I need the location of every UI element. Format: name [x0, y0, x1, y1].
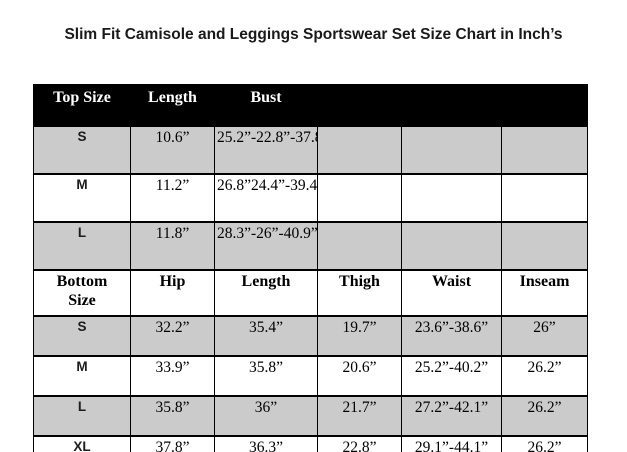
table-cell: 20.6”: [317, 355, 402, 397]
header-bottom-size: Bottom Size: [33, 269, 131, 317]
empty-cell: [501, 221, 588, 271]
size-label: M: [33, 173, 131, 223]
table-cell: 27.2”-42.1”: [401, 395, 502, 437]
table-cell: 26”: [501, 315, 588, 357]
table-cell: 37.8”: [130, 435, 215, 452]
page-title: Slim Fit Camisole and Leggings Sportswea…: [64, 26, 563, 43]
header-top-length: Length: [130, 84, 215, 127]
table-cell: 26.2”: [501, 435, 588, 452]
header-bottom-length: Length: [214, 269, 318, 317]
header-thigh: Thigh: [317, 269, 402, 317]
table-cell: 35.8”: [130, 395, 215, 437]
table-cell: 26.2”: [501, 395, 588, 437]
bottom-header-row: Bottom Size Hip Length Thigh Waist Insea…: [33, 269, 588, 317]
empty-cell: [317, 173, 402, 223]
empty-cell: [401, 125, 502, 175]
table-cell: 29.1”-44.1”: [401, 435, 502, 452]
bottom-row-s: S 32.2” 35.4” 19.7” 23.6”-38.6” 26”: [33, 315, 588, 357]
table-cell: 25.2”-22.8”-37.8”: [214, 125, 318, 175]
table-cell: 28.3”-26”-40.9”: [214, 221, 318, 271]
table-cell: 11.8”: [130, 221, 215, 271]
size-label: S: [33, 315, 131, 357]
empty-cell: [401, 173, 502, 223]
table-cell: 33.9”: [130, 355, 215, 397]
bottom-row-xl: XL 37.8” 36.3” 22.8” 29.1”-44.1” 26.2”: [33, 435, 588, 452]
table-cell: 11.2”: [130, 173, 215, 223]
table-cell: 26.8”24.4”-39.4”: [214, 173, 318, 223]
table-cell: 35.8”: [214, 355, 318, 397]
bottom-row-l: L 35.8” 36” 21.7” 27.2”-42.1” 26.2”: [33, 395, 588, 437]
header-empty-cell: [401, 84, 502, 127]
size-label: L: [33, 395, 131, 437]
header-top-size: Top Size: [33, 84, 131, 127]
header-waist: Waist: [401, 269, 502, 317]
table-cell: 36.3”: [214, 435, 318, 452]
table-cell: 36”: [214, 395, 318, 437]
table-cell: 26.2”: [501, 355, 588, 397]
header-bottom-size-label: Bottom Size: [56, 273, 108, 309]
header-empty-cell: [317, 84, 402, 127]
top-row-l: L 11.8” 28.3”-26”-40.9”: [33, 221, 588, 271]
size-label: L: [33, 221, 131, 271]
empty-cell: [401, 221, 502, 271]
top-row-m: M 11.2” 26.8”24.4”-39.4”: [33, 173, 588, 223]
header-empty-cell: [501, 84, 588, 127]
table-cell: 25.2”-40.2”: [401, 355, 502, 397]
table-cell: 21.7”: [317, 395, 402, 437]
top-row-s: S 10.6” 25.2”-22.8”-37.8”: [33, 125, 588, 175]
header-hip: Hip: [130, 269, 215, 317]
size-label: XL: [33, 435, 131, 452]
size-label: S: [33, 125, 131, 175]
table-cell: 23.6”-38.6”: [401, 315, 502, 357]
table-cell: 10.6”: [130, 125, 215, 175]
table-cell: 22.8”: [317, 435, 402, 452]
empty-cell: [317, 125, 402, 175]
size-label: M: [33, 355, 131, 397]
top-header-row: Top Size Length Bust: [33, 84, 588, 127]
table-cell: 35.4”: [214, 315, 318, 357]
table-cell: 32.2”: [130, 315, 215, 357]
empty-cell: [501, 173, 588, 223]
table-cell: 19.7”: [317, 315, 402, 357]
empty-cell: [501, 125, 588, 175]
bottom-row-m: M 33.9” 35.8” 20.6” 25.2”-40.2” 26.2”: [33, 355, 588, 397]
empty-cell: [317, 221, 402, 271]
header-inseam: Inseam: [501, 269, 588, 317]
header-top-bust: Bust: [214, 84, 318, 127]
size-chart-table: Top Size Length Bust S 10.6” 25.2”-22.8”…: [33, 84, 588, 452]
